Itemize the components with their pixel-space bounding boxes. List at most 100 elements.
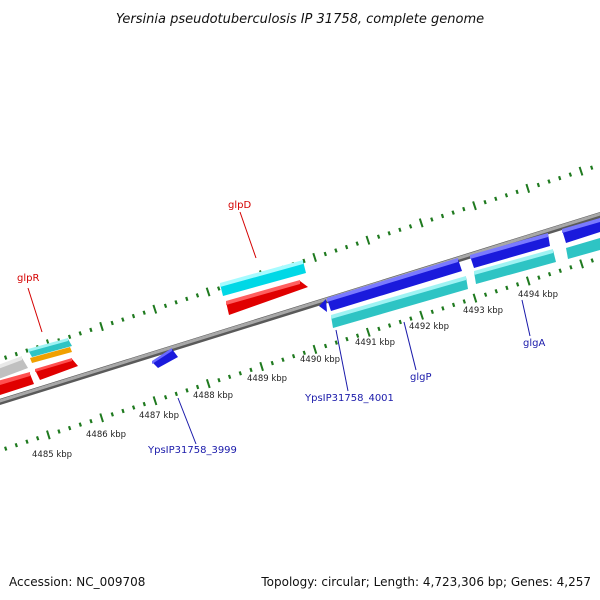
scale-tick-minor [174, 391, 178, 397]
gene-red-left-2[interactable] [35, 359, 78, 380]
scale-tick-minor [441, 306, 445, 311]
gene-label-ypsi3999: YpsIP31758_3999 [147, 445, 237, 456]
gene-grey-left[interactable] [0, 358, 28, 380]
gene-red-left-1[interactable] [0, 374, 34, 397]
scale-tick-minor [334, 248, 338, 253]
scale-tick-minor [185, 296, 189, 302]
scale-tick-minor [163, 395, 168, 400]
scale-tick-minor [558, 268, 562, 274]
gene-blue-right-edge[interactable] [562, 219, 600, 243]
scale-tick-minor [376, 234, 381, 239]
scale-tick-minor [345, 336, 349, 342]
scale-tick-minor [408, 224, 413, 229]
gene-red-glpD[interactable] [226, 281, 308, 315]
scale-tick-minor [568, 172, 573, 177]
page-title: Yersinia pseudotuberculosis IP 31758, co… [116, 12, 484, 27]
scale-tick-minor [281, 357, 285, 362]
gene-cyan-glpR-region[interactable] [28, 339, 72, 357]
scale-tick-minor [515, 282, 520, 287]
accession-text: Accession: NC_009708 [9, 575, 145, 589]
scale-tick-minor [355, 333, 360, 338]
genome-backbone [0, 211, 600, 406]
scale-tick-minor [494, 289, 498, 294]
scale-tick-minor [323, 343, 328, 349]
scale-tick-minor [536, 182, 541, 188]
gene-cyan-glpD[interactable] [220, 261, 306, 296]
scale-tick-minor [217, 286, 221, 291]
scale-tick-minor [387, 323, 392, 328]
scale-tick-minor [451, 210, 455, 215]
scale-tick-minor [558, 175, 562, 181]
scale-tick-minor [142, 310, 146, 315]
scale-tick-minor [537, 275, 541, 280]
scale-tick-minor [25, 439, 29, 444]
scale-tick-minor [131, 405, 136, 410]
scale-tick-minor [302, 350, 306, 356]
scale-label-4494: 4494 kbp [518, 290, 558, 300]
scale-tick-major [578, 166, 584, 176]
scale-tick-minor [25, 348, 29, 353]
scale-tick-major [205, 378, 211, 389]
scale-tick-major [365, 327, 371, 337]
forward-gene-group-left[interactable] [0, 338, 78, 397]
scale-tick-minor [89, 418, 93, 424]
scale-tick-minor [14, 351, 18, 357]
scale-label-4491: 4491 kbp [355, 338, 395, 348]
scale-tick-minor [270, 360, 274, 366]
scale-label-4490: 4490 kbp [300, 355, 340, 365]
scale-tick-major [419, 310, 424, 320]
scale-tick-minor [483, 292, 488, 297]
scale-tick-minor [409, 316, 413, 321]
scale-tick-minor [238, 371, 242, 376]
scale-tick-minor [430, 309, 434, 315]
gene-blue-3999[interactable] [152, 349, 178, 368]
scale-tick-minor [57, 429, 61, 434]
gene-teal-glgP[interactable] [331, 277, 468, 328]
scale-tick-minor [4, 446, 8, 451]
scale-tick-minor [462, 206, 466, 212]
scale-tick-minor [3, 355, 8, 360]
scale-tick-minor [334, 340, 338, 345]
scale-label-4492: 4492 kbp [409, 322, 449, 332]
scale-tick-major [259, 361, 264, 372]
scale-tick-major [99, 413, 104, 423]
reverse-gene-group[interactable] [152, 218, 600, 368]
scale-tick-minor [67, 425, 72, 431]
scale-tick-minor [110, 412, 114, 417]
scale-tick-minor [398, 319, 402, 325]
gene-blue-glgA[interactable] [470, 234, 550, 268]
gene-blue-glgP[interactable] [327, 259, 462, 311]
scale-tick-minor [494, 196, 498, 202]
scale-tick-minor [163, 303, 168, 309]
gene-orange-glpR-region[interactable] [30, 347, 72, 363]
scale-tick-minor [590, 165, 594, 170]
gene-teal-right-edge[interactable] [566, 238, 600, 259]
scale-tick-minor [195, 293, 200, 298]
scale-tick-minor [505, 285, 509, 291]
gene-teal-glgA[interactable] [474, 250, 556, 284]
scale-label-4493: 4493 kbp [463, 306, 503, 316]
scale-tick-minor [142, 401, 146, 407]
lower-scale-track [4, 258, 594, 451]
gene-blue-small-arrow[interactable] [319, 299, 327, 312]
gene-label-glgP: glgP [410, 372, 432, 383]
scale-tick-minor [131, 313, 136, 319]
gene-label-ypsi4001: YpsIP31758_4001 [304, 393, 394, 404]
scale-tick-major [46, 430, 51, 440]
scale-tick-minor [344, 244, 349, 250]
gene-label-glpR: glpR [17, 273, 39, 284]
scale-tick-minor [67, 334, 72, 340]
scale-tick-major [99, 321, 104, 332]
scale-tick-major [525, 183, 531, 193]
scale-tick-minor [121, 317, 125, 322]
scale-tick-major [418, 218, 424, 228]
scale-label-4486: 4486 kbp [86, 430, 126, 440]
scale-tick-minor [590, 258, 594, 263]
scale-tick-major [152, 396, 158, 406]
scale-tick-minor [547, 271, 552, 277]
forward-gene-group-glpD[interactable] [220, 260, 308, 315]
scale-tick-minor [302, 258, 306, 264]
scale-tick-major [472, 293, 478, 303]
scale-tick-minor [462, 299, 466, 304]
